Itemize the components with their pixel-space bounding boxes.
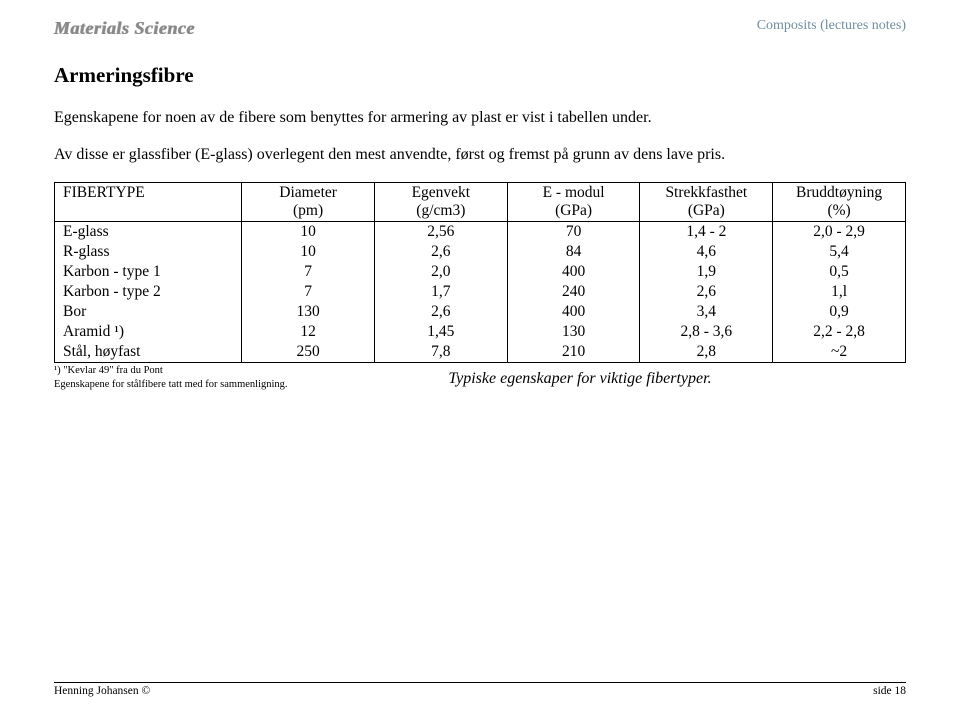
table-cell: 250 [242,342,375,363]
table-cell: 0,5 [773,262,906,282]
table-cell: 240 [507,282,640,302]
table-cell: 84 [507,242,640,262]
paragraph-1: Egenskapene for noen av de fibere som be… [54,108,906,129]
table-cell: 1,l [773,282,906,302]
table-cell: Karbon - type 1 [55,262,242,282]
table-row: Karbon - type 271,72402,61,l [55,282,906,302]
table-row: Aramid ¹)121,451302,8 - 3,62,2 - 2,8 [55,322,906,342]
table-cell: Aramid ¹) [55,322,242,342]
table-cell: ~2 [773,342,906,363]
table-cell: 2,8 - 3,6 [640,322,773,342]
section-title: Armeringsfibre [54,63,906,88]
table-cell: 210 [507,342,640,363]
table-header-row: FIBERTYPEDiameter(pm)Egenvekt(g/cm3)E - … [55,182,906,221]
table-cell: 130 [507,322,640,342]
table-row: Karbon - type 172,04001,90,5 [55,262,906,282]
table-header-cell: Bruddtøyning(%) [773,182,906,221]
table-cell: 5,4 [773,242,906,262]
table-header-cell: Strekkfasthet(GPa) [640,182,773,221]
footer-left: Henning Johansen © [54,685,150,697]
table-cell: 7 [242,282,375,302]
table-cell: 10 [242,242,375,262]
table-cell: Karbon - type 2 [55,282,242,302]
table-cell: Stål, høyfast [55,342,242,363]
table-cell: 400 [507,262,640,282]
table-caption: Typiske egenskaper for viktige fibertype… [254,370,906,388]
table-cell: 3,4 [640,302,773,322]
table-row: Bor1302,64003,40,9 [55,302,906,322]
table-cell: 2,0 - 2,9 [773,221,906,242]
table-cell: 70 [507,221,640,242]
table-cell: 7,8 [374,342,507,363]
table-cell: 1,7 [374,282,507,302]
table-cell: 2,6 [640,282,773,302]
table-cell: 4,6 [640,242,773,262]
table-cell: 2,6 [374,302,507,322]
table-header-cell: Diameter(pm) [242,182,375,221]
fiber-table: FIBERTYPEDiameter(pm)Egenvekt(g/cm3)E - … [54,182,906,363]
table-cell: 1,4 - 2 [640,221,773,242]
table-cell: 2,6 [374,242,507,262]
table-cell: 12 [242,322,375,342]
table-cell: E-glass [55,221,242,242]
table-cell: 1,9 [640,262,773,282]
table-cell: 2,2 - 2,8 [773,322,906,342]
table-row: Stål, høyfast2507,82102,8~2 [55,342,906,363]
table-cell: 10 [242,221,375,242]
table-cell: 2,0 [374,262,507,282]
page-footer: Henning Johansen © side 18 [54,682,906,697]
table-header-cell: FIBERTYPE [55,182,242,221]
table-cell: 400 [507,302,640,322]
table-header-cell: E - modul(GPa) [507,182,640,221]
table-cell: 130 [242,302,375,322]
footer-right: side 18 [873,685,906,697]
table-row: E-glass102,56701,4 - 22,0 - 2,9 [55,221,906,242]
table-header-cell: Egenvekt(g/cm3) [374,182,507,221]
table-cell: 0,9 [773,302,906,322]
header-right-note: Composits (lectures notes) [757,18,906,34]
table-cell: 2,56 [374,221,507,242]
paragraph-2: Av disse er glassfiber (E-glass) overleg… [54,145,906,166]
table-cell: 1,45 [374,322,507,342]
table-cell: 2,8 [640,342,773,363]
table-row: R-glass102,6844,65,4 [55,242,906,262]
table-cell: 7 [242,262,375,282]
table-cell: R-glass [55,242,242,262]
table-cell: Bor [55,302,242,322]
